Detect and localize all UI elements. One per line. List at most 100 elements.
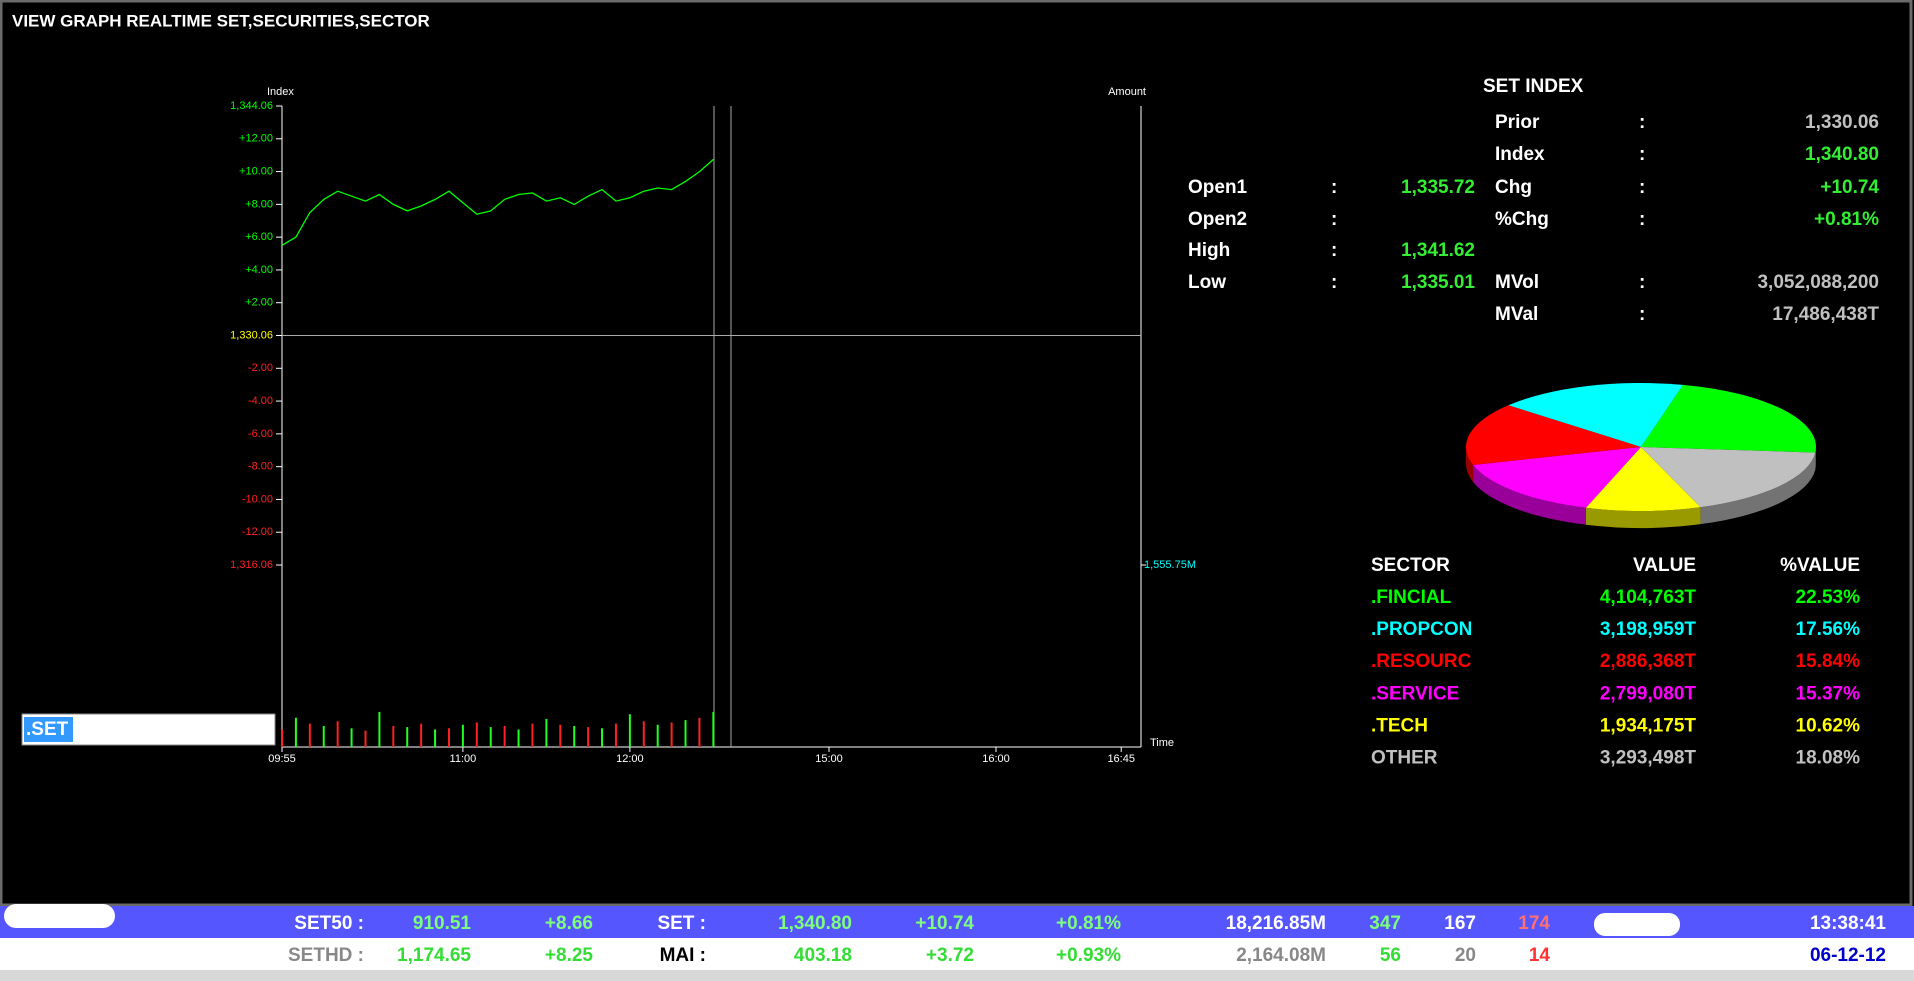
volume-bar xyxy=(447,728,450,747)
sector-value: 3,198,959T xyxy=(1600,619,1697,640)
table-header: %VALUE xyxy=(1780,555,1860,576)
info-label: Low xyxy=(1188,272,1226,293)
sector-value: 1,934,175T xyxy=(1600,715,1697,736)
sector-value: 2,799,080T xyxy=(1600,683,1697,704)
ticker-cell: 13:38:41 xyxy=(1810,913,1886,934)
x-tick-label: 16:00 xyxy=(982,753,1010,765)
volume-bar xyxy=(559,724,562,747)
volume-bar xyxy=(336,721,339,747)
ticker-cell: SET50 : xyxy=(294,913,364,934)
selection-highlight xyxy=(24,717,73,742)
info-separator: : xyxy=(1639,304,1645,325)
set-index-title: SET INDEX xyxy=(1483,76,1584,97)
ticker-cell: SET : xyxy=(657,913,706,934)
index-line xyxy=(281,158,714,246)
y-tick-label: 1,344.06 xyxy=(230,100,273,112)
info-label: Prior xyxy=(1495,112,1540,133)
info-value: 1,330.06 xyxy=(1805,112,1879,133)
info-label: Open1 xyxy=(1188,177,1248,198)
volume-bar xyxy=(406,727,409,747)
y-tick-label: 1,316.06 xyxy=(230,559,273,571)
sector-name: .TECH xyxy=(1371,715,1428,736)
info-separator: : xyxy=(1331,240,1337,261)
info-separator: : xyxy=(1639,112,1645,133)
volume-bar xyxy=(573,725,576,747)
info-label: %Chg xyxy=(1495,209,1549,230)
y-axis-label: Index xyxy=(267,86,294,98)
sector-name: .FINCIAL xyxy=(1371,587,1452,608)
y-tick-label: +10.00 xyxy=(239,165,273,177)
info-value: 1,340.80 xyxy=(1805,144,1879,165)
volume-bar xyxy=(656,724,659,747)
volume-bar xyxy=(294,717,297,747)
x-tick-label: 15:00 xyxy=(815,753,843,765)
ticker-cell: +10.74 xyxy=(915,913,974,934)
sector-name: .RESOURC xyxy=(1371,651,1472,672)
volume-bar xyxy=(545,718,548,747)
volume-bar xyxy=(364,730,367,747)
info-value: 1,341.62 xyxy=(1401,240,1475,261)
info-separator: : xyxy=(1639,272,1645,293)
volume-bar xyxy=(531,723,534,747)
volume-bar xyxy=(628,714,631,747)
window-title: VIEW GRAPH REALTIME SET,SECURITIES,SECTO… xyxy=(12,11,430,30)
info-value: 1,335.72 xyxy=(1401,177,1475,198)
volume-bar xyxy=(642,721,645,747)
pie-side xyxy=(1815,447,1816,470)
ticker-cell: +3.72 xyxy=(926,945,974,966)
info-label: Chg xyxy=(1495,177,1532,198)
ticker-cell: 56 xyxy=(1380,945,1401,966)
volume-bar xyxy=(322,725,325,747)
volume-bar xyxy=(420,723,423,747)
pie-side xyxy=(1466,447,1474,483)
ticker-cell: 14 xyxy=(1529,945,1551,966)
volume-bar xyxy=(461,724,464,747)
volume-bar xyxy=(503,725,506,747)
info-value: 1,335.01 xyxy=(1401,272,1475,293)
y-tick-label: -4.00 xyxy=(248,395,273,407)
sector-pct: 10.62% xyxy=(1796,715,1861,736)
sector-value: 3,293,498T xyxy=(1600,748,1697,769)
x-tick-label: 12:00 xyxy=(616,753,644,765)
info-value: 17,486,438T xyxy=(1772,304,1879,325)
ticker-cell: 403.18 xyxy=(794,945,852,966)
info-separator: : xyxy=(1639,177,1645,198)
ticker-cell: 1,174.65 xyxy=(397,945,471,966)
window-frame xyxy=(0,0,1913,907)
volume-bar xyxy=(350,728,353,747)
pie-slice xyxy=(1473,447,1641,508)
info-label: MVol xyxy=(1495,272,1539,293)
y-tick-label: +8.00 xyxy=(245,198,273,210)
sector-pct: 18.08% xyxy=(1796,748,1861,769)
y2-axis-label: Amount xyxy=(1108,86,1146,98)
y-tick-label: +2.00 xyxy=(245,297,273,309)
ticker-cell: 167 xyxy=(1444,913,1476,934)
ticker-cell: +8.66 xyxy=(545,913,593,934)
y-tick-label: 1,330.06 xyxy=(230,329,273,341)
info-label: MVal xyxy=(1495,304,1538,325)
y2-tick-label: 1,555.75M xyxy=(1144,559,1196,571)
info-separator: : xyxy=(1331,177,1337,198)
sector-pct: 17.56% xyxy=(1796,619,1861,640)
y-tick-label: -12.00 xyxy=(242,526,273,538)
pie-side xyxy=(1585,507,1701,528)
volume-bar xyxy=(587,727,590,747)
pie-slice xyxy=(1641,447,1816,508)
volume-bar xyxy=(308,723,311,747)
pie-slice xyxy=(1466,405,1641,466)
sector-name: .SERVICE xyxy=(1371,683,1459,704)
sector-pct: 15.84% xyxy=(1796,651,1861,672)
info-label: High xyxy=(1188,240,1230,261)
status-bar xyxy=(0,970,1914,981)
volume-bar xyxy=(392,725,395,747)
ticker-cell: +8.25 xyxy=(545,945,594,966)
volume-bar xyxy=(712,711,715,747)
y-tick-label: +12.00 xyxy=(239,133,273,145)
y-tick-label: -10.00 xyxy=(242,493,273,505)
pie-slice xyxy=(1585,447,1701,511)
info-label: Open2 xyxy=(1188,209,1247,230)
sector-pct: 15.37% xyxy=(1796,683,1861,704)
y-tick-label: +6.00 xyxy=(245,231,273,243)
volume-bar xyxy=(434,729,437,747)
